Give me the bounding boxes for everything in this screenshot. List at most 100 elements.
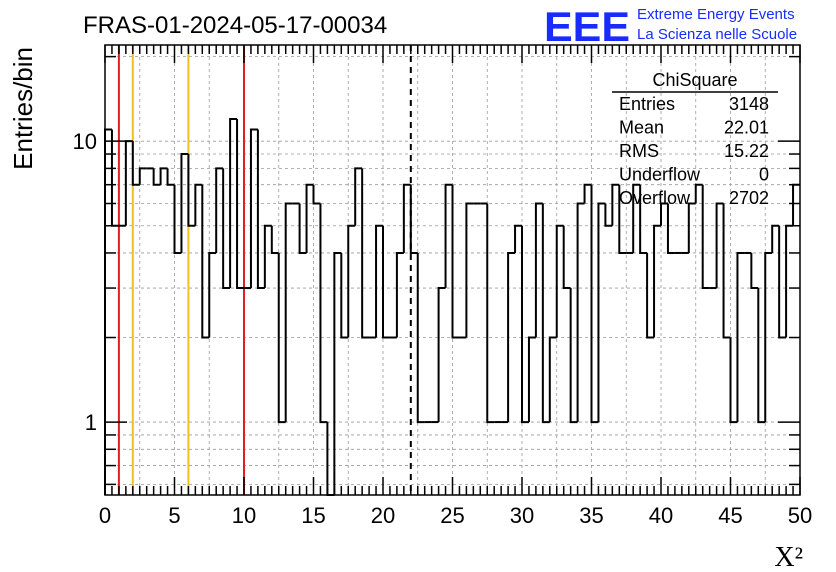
histogram-bin	[159, 167, 168, 185]
x-tick-label: 0	[99, 503, 111, 528]
histogram-bin	[701, 184, 710, 290]
histogram-bin	[527, 336, 536, 423]
stats-row-label: Underflow	[619, 165, 701, 185]
histogram-bin	[666, 203, 675, 254]
histogram-bin	[236, 118, 244, 290]
histogram-bin	[402, 183, 411, 253]
stats-row-value: 22.01	[724, 118, 769, 138]
histogram-bin	[514, 224, 522, 253]
histogram-bin	[437, 287, 446, 423]
stats-row-value: 0	[759, 165, 769, 185]
histogram-bin	[653, 224, 661, 338]
histogram-bin	[201, 184, 210, 339]
histogram-bin	[534, 202, 543, 338]
histogram-bin	[173, 184, 182, 254]
histogram-bin	[618, 184, 627, 254]
stats-row-label: Mean	[619, 118, 664, 138]
histogram-bin	[521, 225, 529, 424]
histogram-bin	[194, 183, 203, 226]
histogram-bin	[611, 183, 620, 226]
histogram-bin	[166, 168, 175, 186]
histogram-bin	[263, 224, 272, 289]
histogram-bin	[792, 183, 800, 226]
x-tick-label: 30	[510, 503, 534, 528]
histogram-bin	[229, 117, 238, 289]
histogram-bin	[333, 251, 342, 495]
histogram-bin	[395, 251, 404, 338]
stats-row-value: 3148	[729, 94, 769, 114]
histogram-bin	[319, 203, 328, 424]
x-tick-label: 40	[649, 503, 673, 528]
stats-row-label: Overflow	[619, 188, 691, 208]
stats-row-value: 15.22	[724, 141, 769, 161]
histogram-bin	[660, 202, 668, 226]
histogram-bin	[347, 224, 356, 338]
stats-title: ChiSquare	[652, 70, 737, 90]
eee-logo-icon: EEE	[544, 3, 630, 50]
histogram-bin	[576, 202, 585, 423]
x-axis-label: X²	[774, 542, 803, 572]
axis-ticks	[104, 45, 801, 495]
histogram-bin	[284, 202, 293, 423]
histogram-bin	[785, 224, 794, 338]
histogram-bin	[632, 183, 641, 253]
y-tick-label: 1	[85, 410, 97, 435]
histogram-bin	[277, 252, 286, 424]
histogram-bin	[507, 251, 516, 423]
x-tick-label: 10	[232, 503, 256, 528]
histogram-bin	[354, 167, 363, 226]
histogram-bin	[562, 225, 571, 290]
logo-subtitle-line1: Extreme Energy Events	[637, 6, 795, 23]
histogram-bin	[583, 183, 592, 204]
histogram-bin	[715, 202, 724, 289]
histogram-bin	[249, 128, 258, 289]
histogram-bin	[416, 252, 425, 424]
histogram-bin	[569, 288, 578, 424]
histogram-bin	[597, 202, 606, 423]
histogram-bin	[110, 129, 119, 227]
histogram-bin	[256, 129, 265, 290]
histogram-bin	[451, 184, 460, 339]
y-tick-labels: 1 10	[73, 129, 97, 435]
histogram-bin	[305, 183, 314, 253]
chart-title: FRAS-01-2024-05-17-00034	[83, 12, 387, 39]
histogram-bin	[639, 184, 648, 254]
x-tick-label: 50	[788, 503, 812, 528]
histogram-bin	[778, 225, 787, 339]
histogram-bin	[444, 183, 453, 289]
histogram-bin	[180, 153, 189, 253]
y-tick-label: 10	[73, 129, 97, 154]
histogram-bin	[312, 184, 321, 205]
histogram-bin	[722, 203, 731, 339]
histogram-bin	[222, 168, 231, 290]
histogram-bin	[555, 224, 564, 338]
histogram-bin	[486, 203, 495, 424]
histogram-bin	[687, 202, 696, 253]
histogram-bin	[409, 184, 418, 254]
x-tick-label: 20	[371, 503, 395, 528]
histogram-bin	[541, 203, 550, 424]
stats-row-value: 2702	[729, 188, 769, 208]
x-tick-label: 45	[718, 503, 742, 528]
stats-box: ChiSquare Entries 3148 Mean 22.01 RMS 15.22 Un…	[612, 70, 778, 208]
histogram-bin	[729, 337, 738, 424]
histogram-bin	[382, 225, 390, 339]
histogram-bin	[131, 141, 140, 186]
reference-lines	[117, 45, 412, 495]
x-tick-label: 25	[440, 503, 464, 528]
histogram-bin	[138, 167, 147, 185]
histogram-bin	[340, 252, 349, 339]
x-tick-labels: 0 5 10 15 20 25 30 35 40 45 50	[99, 503, 812, 528]
histogram-bin	[298, 203, 307, 254]
histogram-bin	[757, 288, 766, 424]
x-tick-label: 5	[168, 503, 180, 528]
histogram-bin	[694, 183, 703, 204]
histogram-bin	[771, 224, 780, 253]
logo-subtitle-line2: La Scienza nelle Scuole	[637, 26, 797, 43]
x-tick-label: 35	[579, 503, 603, 528]
histogram-bin	[465, 202, 474, 338]
histogram-bin	[152, 168, 161, 186]
histogram-bin	[361, 168, 370, 339]
